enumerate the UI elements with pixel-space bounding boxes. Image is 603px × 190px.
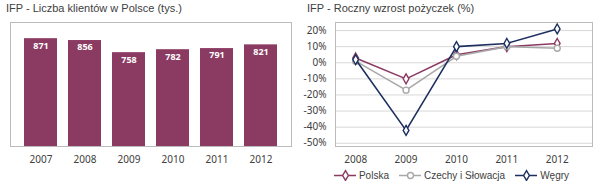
html-text:Czechy i Słowacja: Czechy i Słowacja — [424, 169, 506, 181]
svg-text:871: 871 — [33, 39, 48, 52]
svg-text:2009: 2009 — [118, 152, 141, 166]
html-text:IFP - Roczny wzrost pożyczek (: IFP - Roczny wzrost pożyczek (%) — [307, 2, 475, 14]
svg-text:2012: 2012 — [546, 152, 569, 166]
svg-text:20%: 20% — [307, 23, 327, 37]
svg-text:2010: 2010 — [445, 152, 468, 166]
svg-text:2007: 2007 — [30, 152, 53, 166]
svg-text:2010: 2010 — [162, 152, 185, 166]
svg-text:2011: 2011 — [495, 152, 518, 166]
svg-text:-50%: -50% — [304, 135, 327, 149]
html-text:Polska: Polska — [359, 169, 389, 181]
svg-text:0%: 0% — [312, 55, 326, 69]
svg-text:2009: 2009 — [395, 152, 418, 166]
svg-text:791: 791 — [209, 48, 224, 61]
svg-text:-10%: -10% — [304, 71, 327, 85]
svg-text:782: 782 — [165, 50, 180, 63]
svg-text:758: 758 — [121, 53, 136, 66]
svg-text:-30%: -30% — [304, 103, 327, 117]
html-text:Węgry: Węgry — [540, 169, 569, 181]
svg-text:2011: 2011 — [206, 152, 229, 166]
svg-text:-40%: -40% — [304, 119, 327, 133]
svg-text:-20%: -20% — [304, 87, 327, 101]
svg-text:2008: 2008 — [344, 152, 367, 166]
svg-text:856: 856 — [77, 40, 92, 53]
html-text:IFP - Liczba klientów w Polsce: IFP - Liczba klientów w Polsce (tys.) — [6, 2, 182, 14]
svg-text:10%: 10% — [307, 39, 327, 53]
svg-text:2012: 2012 — [250, 152, 273, 166]
svg-text:821: 821 — [253, 45, 268, 58]
svg-text:2008: 2008 — [74, 152, 97, 166]
